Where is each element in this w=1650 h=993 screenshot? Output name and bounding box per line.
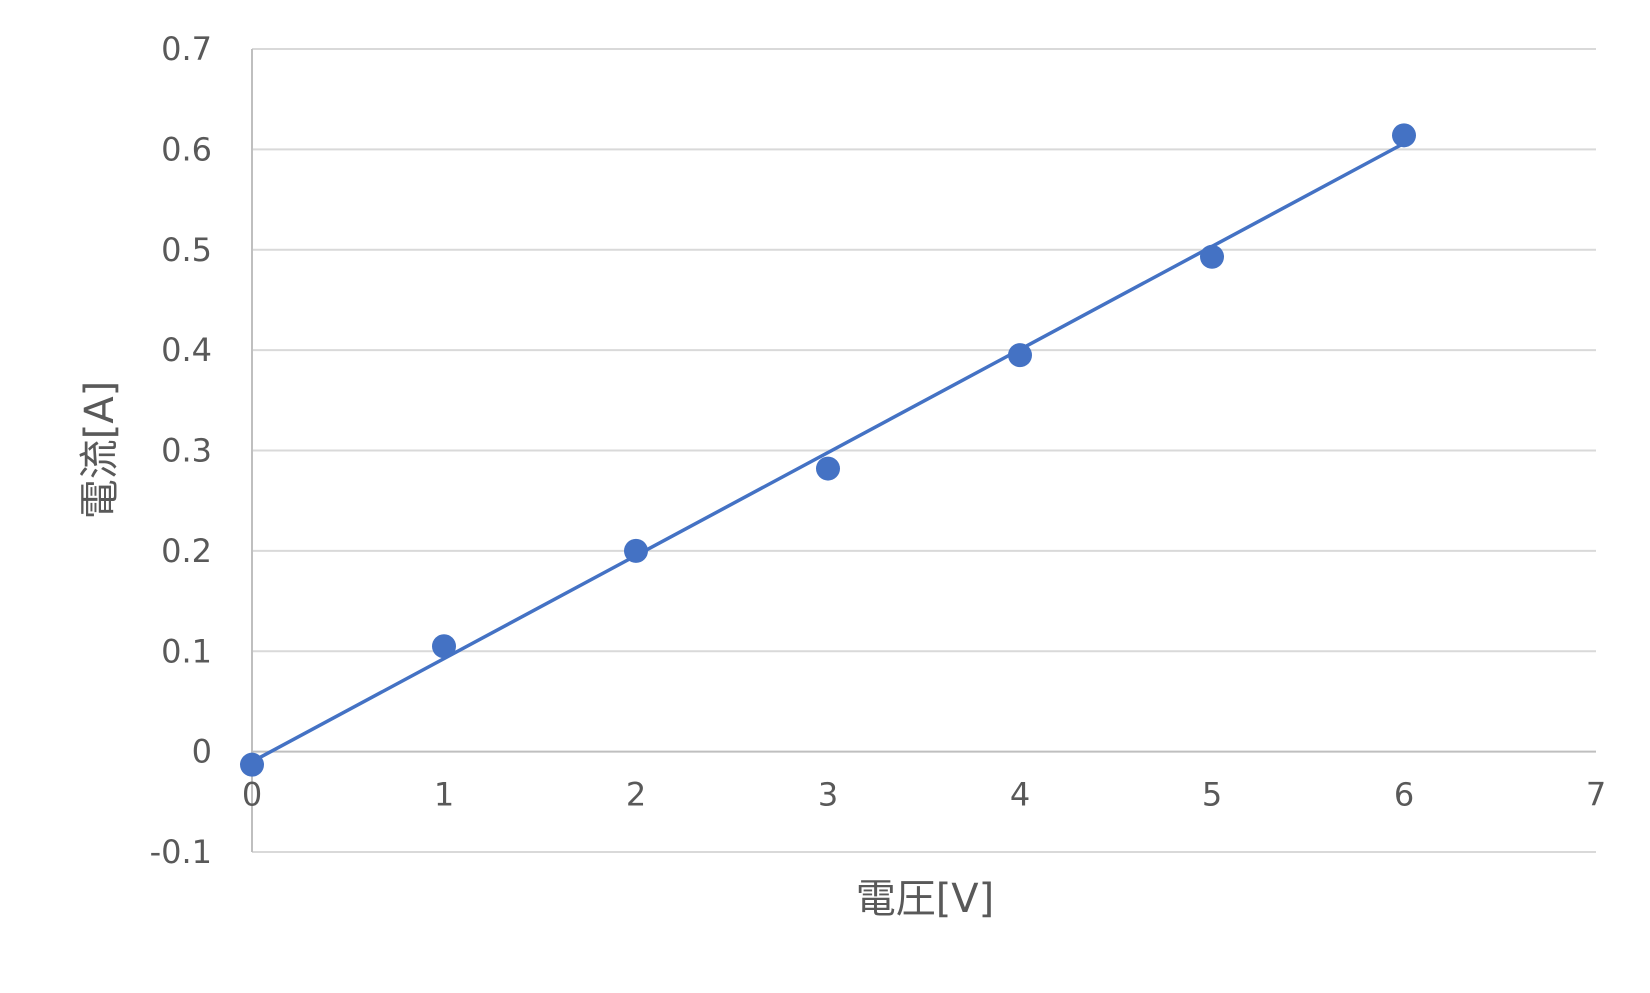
data-point bbox=[240, 752, 264, 777]
x-tick-label: 5 bbox=[1202, 776, 1222, 814]
y-tick-label: 0.4 bbox=[161, 331, 212, 369]
data-point bbox=[1392, 123, 1416, 148]
data-point bbox=[816, 456, 840, 481]
x-tick-labels: 0 1 2 3 4 5 6 7 bbox=[242, 776, 1606, 814]
y-tick-label: 0.5 bbox=[161, 231, 212, 269]
y-tick-label: 0.1 bbox=[161, 632, 212, 670]
x-tick-label: 4 bbox=[1010, 776, 1030, 814]
y-tick-label: 0.2 bbox=[161, 532, 212, 570]
trendline-layer bbox=[250, 141, 1406, 764]
y-tick-label: -0.1 bbox=[150, 833, 212, 871]
x-tick-label: 3 bbox=[818, 776, 838, 814]
x-tick-label: 2 bbox=[626, 776, 646, 814]
data-point bbox=[1008, 343, 1032, 368]
axes bbox=[251, 49, 1596, 852]
x-tick-label: 6 bbox=[1394, 776, 1414, 814]
y-tick-label: 0.6 bbox=[161, 130, 212, 168]
y-tick-label: 0.3 bbox=[161, 432, 212, 470]
data-point bbox=[432, 634, 456, 659]
gridlines bbox=[252, 48, 1596, 853]
y-axis-title: 電流[A] bbox=[77, 381, 123, 520]
data-point bbox=[1200, 244, 1224, 269]
x-axis-title: 電圧[V] bbox=[856, 876, 995, 922]
x-tick-label: 0 bbox=[242, 776, 262, 814]
y-tick-labels: -0.1 0 0.1 0.2 0.3 0.4 0.5 0.6 0.7 bbox=[150, 30, 212, 871]
y-tick-label: 0.7 bbox=[161, 30, 212, 68]
data-point bbox=[624, 538, 648, 563]
x-tick-label: 7 bbox=[1586, 776, 1606, 814]
data-points bbox=[240, 123, 1416, 777]
x-tick-label: 1 bbox=[434, 776, 454, 814]
linear-trendline bbox=[250, 141, 1406, 764]
y-tick-label: 0 bbox=[192, 733, 212, 771]
